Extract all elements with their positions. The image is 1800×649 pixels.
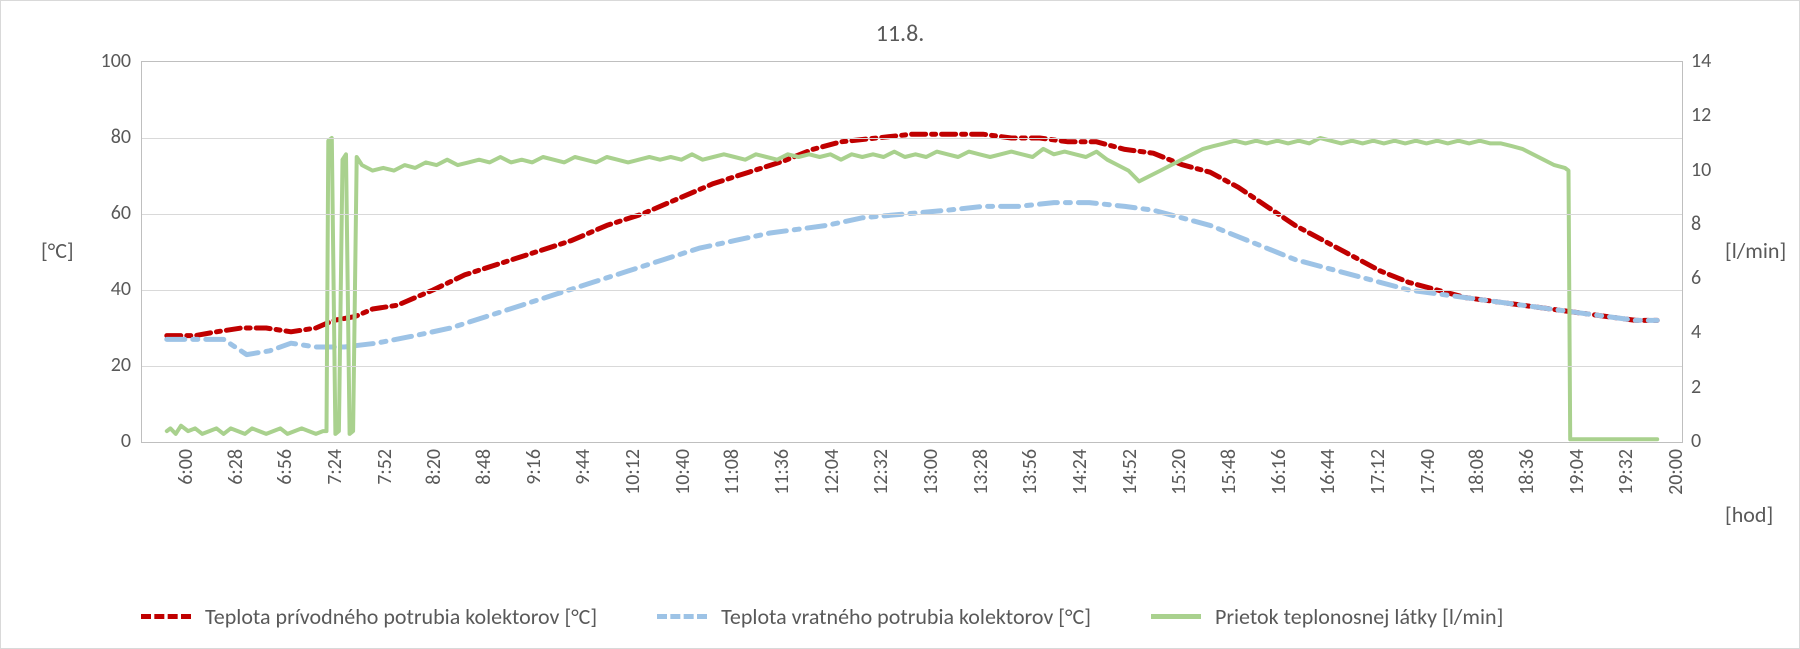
chart-title: 11.8. — [1, 19, 1799, 48]
legend-label: Prietok teplonosnej látky [l/min] — [1215, 603, 1503, 630]
x-tick-label: 11:08 — [720, 449, 744, 495]
series-supply — [167, 134, 1657, 335]
gridline — [142, 214, 1682, 215]
series-flow — [167, 138, 1657, 439]
x-tick-label: 18:08 — [1465, 449, 1489, 495]
x-tick-label: 14:24 — [1068, 449, 1092, 495]
y1-tick-label: 60 — [91, 201, 131, 225]
x-tick-label: 10:40 — [671, 449, 695, 495]
y1-axis-title: [°C] — [41, 237, 74, 264]
x-tick-label: 11:36 — [770, 449, 794, 495]
y2-tick-label: 12 — [1691, 103, 1711, 127]
x-tick-label: 15:48 — [1217, 449, 1241, 495]
y2-tick-label: 4 — [1691, 320, 1701, 344]
y2-axis-title: [l/min] — [1725, 237, 1786, 264]
legend: Teplota prívodného potrubia kolektorov [… — [141, 603, 1739, 630]
legend-item-return: Teplota vratného potrubia kolektorov [°C… — [657, 603, 1091, 630]
chart-container: 11.8. [°C] [l/min] [hod] 020406080100 02… — [0, 0, 1800, 649]
x-tick-label: 10:12 — [621, 449, 645, 495]
legend-item-supply: Teplota prívodného potrubia kolektorov [… — [141, 603, 597, 630]
x-tick-label: 15:20 — [1167, 449, 1191, 495]
y2-tick-label: 10 — [1691, 158, 1711, 182]
series-return — [167, 203, 1657, 355]
gridline — [142, 290, 1682, 291]
legend-label: Teplota prívodného potrubia kolektorov [… — [205, 603, 597, 630]
x-tick-label: 13:56 — [1018, 449, 1042, 495]
x-tick-label: 8:48 — [472, 449, 496, 485]
plot-svg — [142, 62, 1682, 442]
x-tick-label: 9:16 — [522, 449, 546, 485]
plot-area — [141, 61, 1683, 443]
x-tick-label: 8:20 — [422, 449, 446, 485]
x-tick-label: 12:04 — [820, 449, 844, 495]
x-tick-label: 6:56 — [273, 449, 297, 485]
legend-label: Teplota vratného potrubia kolektorov [°C… — [721, 603, 1091, 630]
x-tick-label: 12:32 — [869, 449, 893, 495]
x-tick-label: 20:00 — [1664, 449, 1688, 495]
x-tick-label: 9:44 — [571, 449, 595, 485]
x-tick-label: 19:04 — [1565, 449, 1589, 495]
y2-tick-label: 6 — [1691, 266, 1701, 290]
x-tick-label: 13:00 — [919, 449, 943, 495]
x-tick-label: 18:36 — [1515, 449, 1539, 495]
x-tick-label: 14:52 — [1118, 449, 1142, 495]
x-tick-label: 16:44 — [1316, 449, 1340, 495]
x-tick-label: 16:16 — [1267, 449, 1291, 495]
y2-tick-label: 14 — [1691, 49, 1711, 73]
y1-tick-label: 0 — [91, 429, 131, 453]
y1-tick-label: 80 — [91, 125, 131, 149]
legend-item-flow: Prietok teplonosnej látky [l/min] — [1151, 603, 1503, 630]
y2-tick-label: 2 — [1691, 375, 1701, 399]
x-tick-label: 17:40 — [1416, 449, 1440, 495]
legend-swatch — [657, 614, 707, 619]
x-tick-label: 6:28 — [224, 449, 248, 485]
x-tick-label: 7:52 — [373, 449, 397, 485]
legend-swatch — [141, 614, 191, 619]
x-tick-label: 13:28 — [969, 449, 993, 495]
y1-tick-label: 100 — [91, 49, 131, 73]
gridline — [142, 138, 1682, 139]
y1-tick-label: 20 — [91, 353, 131, 377]
gridline — [142, 366, 1682, 367]
x-tick-label: 7:24 — [323, 449, 347, 485]
y2-tick-label: 0 — [1691, 429, 1701, 453]
x-tick-label: 17:12 — [1366, 449, 1390, 495]
y1-tick-label: 40 — [91, 277, 131, 301]
x-tick-label: 6:00 — [174, 449, 198, 485]
y2-tick-label: 8 — [1691, 212, 1701, 236]
legend-swatch — [1151, 614, 1201, 619]
x-axis-title: [hod] — [1725, 501, 1773, 528]
x-tick-label: 19:32 — [1614, 449, 1638, 495]
